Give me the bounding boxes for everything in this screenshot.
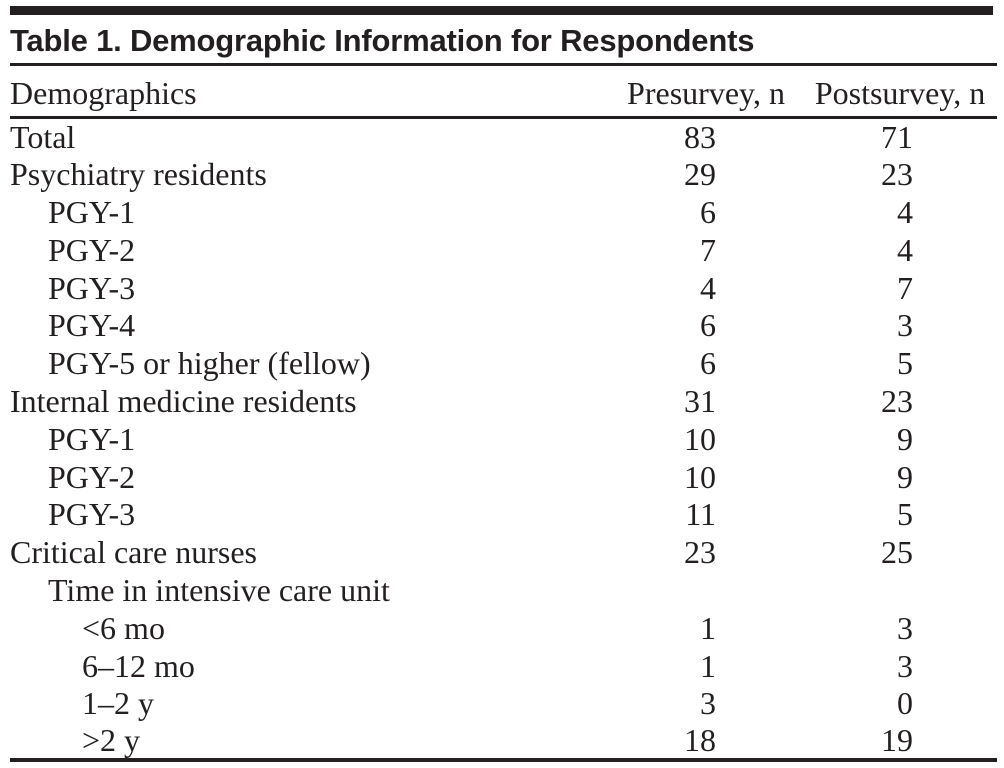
postsurvey-value: 7 <box>897 269 913 306</box>
postsurvey-value: 4 <box>897 193 913 230</box>
row-label: Psychiatry residents <box>10 156 267 193</box>
postsurvey-value: 23 <box>881 156 913 193</box>
presurvey-value: 1 <box>700 609 716 646</box>
presurvey-value: 31 <box>684 382 716 419</box>
table-row: 6–12 mo 1 3 <box>10 647 997 685</box>
presurvey-value: 10 <box>684 420 716 457</box>
presurvey-value: 1 <box>700 647 716 684</box>
presurvey-value: 10 <box>684 458 716 495</box>
table-row: Total 83 71 <box>10 118 997 156</box>
row-label: 6–12 mo <box>82 647 195 684</box>
table-row: PGY-2 10 9 <box>10 458 997 496</box>
row-label: PGY-3 <box>48 496 136 533</box>
table-row: <6 mo 1 3 <box>10 609 997 647</box>
presurvey-value: 6 <box>700 193 716 230</box>
presurvey-value: 29 <box>684 156 716 193</box>
top-rule <box>10 6 993 15</box>
row-label: <6 mo <box>82 609 165 646</box>
presurvey-value: 3 <box>700 685 716 722</box>
row-label: Total <box>10 119 76 156</box>
postsurvey-value: 5 <box>897 496 913 533</box>
table-row: Time in intensive care unit <box>10 571 997 609</box>
column-header-postsurvey: Postsurvey, n <box>803 66 997 119</box>
title-block: Table 1. Demographic Information for Res… <box>10 15 997 66</box>
postsurvey-value: 4 <box>897 231 913 268</box>
row-label: PGY-3 <box>48 269 136 306</box>
presurvey-value: 6 <box>700 345 716 382</box>
presurvey-value <box>609 571 803 609</box>
row-label: PGY-5 or higher (fellow) <box>48 345 371 382</box>
table-row: PGY-2 7 4 <box>10 231 997 269</box>
postsurvey-value: 9 <box>897 420 913 457</box>
table-row: Critical care nurses 23 25 <box>10 533 997 571</box>
column-header-demographics: Demographics <box>10 66 609 119</box>
postsurvey-value: 19 <box>881 722 913 759</box>
row-label: >2 y <box>82 722 141 759</box>
row-label: PGY-2 <box>48 231 136 268</box>
postsurvey-value: 23 <box>881 382 913 419</box>
row-label: 1–2 y <box>82 685 154 722</box>
presurvey-value: 18 <box>684 722 716 759</box>
presurvey-value: 11 <box>685 496 716 533</box>
postsurvey-value: 3 <box>897 307 913 344</box>
header-row: Demographics Presurvey, n Postsurvey, n <box>10 66 997 119</box>
row-label: Time in intensive care unit <box>48 571 390 608</box>
postsurvey-value: 5 <box>897 345 913 382</box>
column-header-presurvey: Presurvey, n <box>609 66 803 119</box>
table-row: PGY-3 11 5 <box>10 495 997 533</box>
presurvey-value: 6 <box>700 307 716 344</box>
postsurvey-value: 9 <box>897 458 913 495</box>
table-row: PGY-1 10 9 <box>10 420 997 458</box>
table-row: Internal medicine residents 31 23 <box>10 382 997 420</box>
table-row: 1–2 y 3 0 <box>10 684 997 722</box>
table-row: PGY-3 4 7 <box>10 269 997 307</box>
table-row: PGY-5 or higher (fellow) 6 5 <box>10 344 997 382</box>
row-label: Critical care nurses <box>10 534 257 571</box>
row-label: Internal medicine residents <box>10 382 357 419</box>
table-row: PGY-4 6 3 <box>10 306 997 344</box>
presurvey-value: 4 <box>700 269 716 306</box>
postsurvey-value: 3 <box>897 647 913 684</box>
presurvey-value: 7 <box>700 231 716 268</box>
row-label: PGY-2 <box>48 458 136 495</box>
postsurvey-value: 0 <box>897 685 913 722</box>
presurvey-value: 83 <box>684 119 716 156</box>
table-row: Psychiatry residents 29 23 <box>10 155 997 193</box>
presurvey-value: 23 <box>684 534 716 571</box>
table-header: Demographics Presurvey, n Postsurvey, n <box>10 66 997 119</box>
postsurvey-value: 25 <box>881 534 913 571</box>
row-label: PGY-4 <box>48 307 136 344</box>
postsurvey-value: 71 <box>881 119 913 156</box>
table-title: Table 1. Demographic Information for Res… <box>10 23 755 58</box>
postsurvey-value: 3 <box>897 609 913 646</box>
table-row: >2 y 18 19 <box>10 722 997 760</box>
row-label: PGY-1 <box>48 420 136 457</box>
table-row: PGY-1 6 4 <box>10 193 997 231</box>
table-body: Total 83 71 Psychiatry residents 29 23 PGY-1 6 4… <box>10 118 997 761</box>
demographics-table: Demographics Presurvey, n Postsurvey, n … <box>10 66 997 763</box>
row-label: PGY-1 <box>48 193 136 230</box>
postsurvey-value <box>803 571 997 609</box>
